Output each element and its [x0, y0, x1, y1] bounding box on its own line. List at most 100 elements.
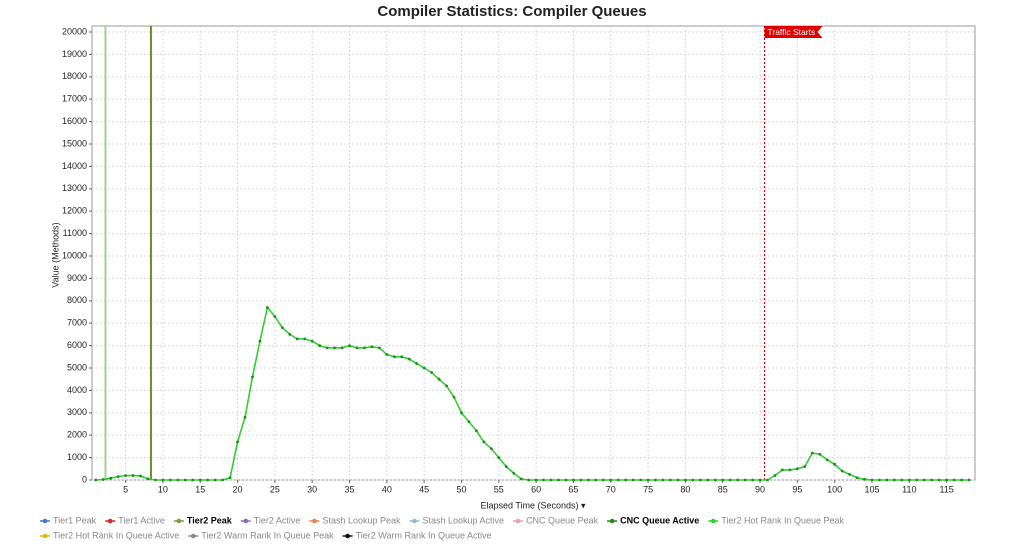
legend-swatch-dot — [412, 518, 417, 524]
y-tick-label: 12000 — [62, 206, 87, 216]
data-point — [206, 478, 210, 482]
legend-label: Stash Lookup Active — [423, 515, 505, 525]
x-tick-label: 20 — [233, 484, 243, 494]
data-point — [437, 377, 441, 381]
legend-label: CNC Queue Active — [620, 515, 699, 525]
data-point — [654, 478, 657, 482]
data-point — [616, 478, 620, 482]
data-point — [751, 478, 754, 482]
data-point — [161, 478, 165, 482]
y-tick-label: 14000 — [62, 161, 87, 171]
data-point — [474, 429, 478, 433]
legend-swatch-dot — [107, 518, 113, 524]
legend-swatch-dot — [345, 533, 350, 539]
y-tick-label: 13000 — [62, 183, 87, 193]
data-point — [400, 355, 404, 359]
x-tick-label: 55 — [494, 484, 504, 494]
legend-swatch-dot — [515, 518, 521, 524]
x-tick-label: 45 — [419, 484, 429, 494]
legend-item[interactable]: Stash Lookup Active — [409, 515, 505, 525]
data-point — [116, 475, 120, 479]
data-point — [885, 478, 889, 482]
y-tick-label: 5000 — [67, 362, 87, 372]
data-point — [258, 339, 262, 343]
chart-title: Compiler Statistics: Compiler Queues — [377, 3, 646, 20]
data-point — [407, 357, 411, 361]
data-point — [639, 478, 643, 482]
data-point — [728, 478, 732, 482]
y-tick-label: 2000 — [67, 430, 87, 440]
x-tick-label: 100 — [827, 484, 842, 494]
legend-item[interactable]: Tier1 Peak — [40, 515, 97, 525]
data-point — [355, 346, 359, 350]
data-point — [467, 420, 471, 424]
legend-swatch-dot — [42, 533, 48, 539]
data-point — [557, 478, 560, 482]
legend-label: CNC Queue Peak — [526, 515, 599, 525]
legend-item[interactable]: Stash Lookup Peak — [309, 515, 401, 525]
data-point — [907, 478, 911, 482]
data-point — [922, 478, 926, 482]
data-point — [131, 474, 135, 477]
legend-label: Stash Lookup Peak — [322, 515, 401, 525]
data-point — [915, 478, 919, 482]
data-point — [848, 473, 852, 476]
x-axis-label[interactable]: Elapsed Time (Seconds) ▾ — [480, 500, 586, 510]
data-point — [586, 478, 590, 482]
data-point — [482, 440, 486, 444]
data-point — [878, 478, 881, 482]
data-point — [191, 478, 195, 482]
legend-item[interactable]: Tier2 Active — [240, 515, 301, 525]
data-point — [855, 476, 859, 480]
data-point — [221, 478, 225, 482]
y-tick-label: 3000 — [67, 407, 87, 417]
data-point — [967, 478, 971, 482]
legend-item[interactable]: CNC Queue Peak — [513, 515, 599, 525]
data-point — [519, 477, 523, 481]
data-point — [415, 362, 419, 365]
data-point — [213, 478, 217, 482]
data-point — [124, 474, 127, 477]
data-point — [721, 478, 725, 482]
legend-item[interactable]: Tier2 Peak — [173, 515, 233, 525]
x-tick-label: 10 — [158, 484, 168, 494]
y-tick-label: 16000 — [62, 116, 87, 126]
x-tick-label: 35 — [345, 484, 355, 494]
data-point — [340, 346, 344, 350]
legend-item[interactable]: Tier2 Warm Rank In Queue Peak — [188, 530, 334, 540]
x-tick-label: 50 — [456, 484, 466, 494]
legend-item[interactable]: Tier2 Warm Rank In Queue Active — [342, 530, 492, 540]
y-tick-label: 17000 — [62, 94, 87, 104]
data-point — [176, 478, 180, 482]
x-tick-label: 75 — [643, 484, 653, 494]
legend-swatch-dot — [710, 518, 716, 524]
y-tick-label: 6000 — [67, 340, 87, 350]
legend-item[interactable]: Tier1 Active — [105, 515, 165, 525]
legend-item[interactable]: Tier2 Hot Rank In Queue Peak — [708, 515, 845, 525]
legend-item[interactable]: Tier2 Hot Rank In Queue Active — [40, 530, 179, 540]
x-tick-label: 90 — [755, 484, 765, 494]
data-point — [691, 478, 695, 482]
data-point — [788, 468, 792, 472]
y-tick-label: 10000 — [62, 250, 87, 260]
legend-swatch-dot — [42, 518, 48, 524]
data-point — [228, 476, 232, 480]
data-point — [377, 346, 381, 350]
legend-item[interactable]: CNC Queue Active — [607, 515, 699, 525]
data-point — [646, 478, 650, 482]
y-axis-label: Value (Methods) — [50, 222, 60, 287]
data-point — [594, 478, 598, 482]
y-tick-label: 9000 — [67, 273, 87, 283]
x-tick-label: 115 — [939, 484, 953, 494]
data-point — [863, 477, 866, 481]
data-point — [892, 478, 896, 482]
data-point — [698, 478, 702, 482]
data-point — [945, 478, 949, 482]
data-point — [766, 478, 769, 482]
data-point — [504, 465, 508, 468]
x-tick-label: 80 — [680, 484, 690, 494]
plot-area — [91, 25, 976, 481]
data-point — [295, 337, 299, 341]
data-point — [572, 478, 575, 482]
data-point — [348, 344, 351, 347]
